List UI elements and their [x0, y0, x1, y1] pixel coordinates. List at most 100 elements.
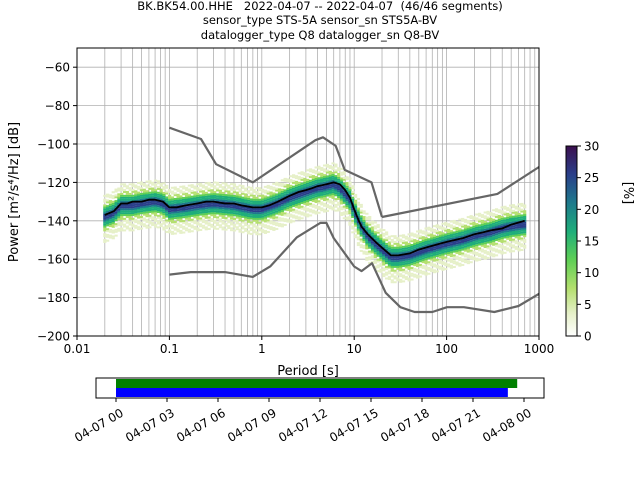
density-cell	[424, 258, 428, 261]
density-cell	[447, 253, 451, 256]
density-cell	[266, 209, 270, 212]
density-cell	[444, 246, 448, 249]
density-cell	[303, 195, 307, 198]
density-cell	[190, 186, 194, 189]
density-cell	[300, 188, 304, 191]
density-cell	[258, 187, 262, 190]
density-cell	[328, 170, 332, 173]
density-cell	[523, 246, 527, 249]
density-cell	[320, 174, 324, 177]
density-cell	[258, 204, 262, 207]
density-cell	[207, 183, 211, 186]
density-cell	[176, 230, 180, 233]
density-cell	[517, 243, 521, 246]
density-cell	[508, 248, 513, 251]
density-cell	[466, 242, 470, 245]
density-cell	[263, 212, 268, 215]
density-cell	[266, 207, 270, 210]
density-cell	[148, 203, 152, 206]
density-cell	[297, 187, 301, 190]
density-cell	[472, 241, 476, 244]
density-cell	[399, 246, 403, 249]
density-cell	[131, 198, 135, 201]
density-cell	[438, 233, 442, 236]
density-cell	[210, 202, 214, 205]
density-cell	[342, 199, 346, 202]
density-cell	[325, 175, 330, 178]
density-cell	[368, 229, 372, 232]
density-cell	[269, 187, 273, 190]
density-cell	[458, 249, 462, 252]
density-cell	[238, 215, 242, 218]
density-cell	[466, 229, 470, 232]
density-cell	[376, 237, 380, 240]
density-cell	[345, 210, 349, 213]
density-cell	[201, 203, 206, 206]
density-cell	[483, 221, 487, 224]
density-cell	[399, 238, 403, 241]
density-cell	[111, 229, 115, 232]
density-cell	[387, 276, 392, 279]
density-cell	[494, 235, 499, 238]
density-cell	[359, 240, 363, 243]
density-cell	[365, 237, 369, 240]
density-cell	[266, 213, 270, 216]
density-cell	[306, 169, 310, 172]
density-cell	[441, 240, 445, 243]
density-cell	[520, 225, 524, 228]
density-cell	[486, 212, 490, 215]
density-cell	[314, 197, 318, 200]
density-cell	[449, 243, 454, 246]
density-cell	[421, 230, 425, 233]
density-cell	[277, 203, 282, 206]
density-cell	[297, 206, 301, 209]
density-cell	[444, 244, 448, 247]
density-cell	[170, 213, 175, 216]
density-cell	[523, 244, 527, 247]
density-cell	[297, 183, 301, 186]
density-cell	[356, 213, 361, 216]
density-cell	[500, 215, 504, 218]
density-cell	[368, 258, 372, 261]
density-cell	[179, 201, 183, 204]
density-cell	[196, 221, 200, 224]
density-cell	[261, 200, 265, 203]
density-cell	[390, 239, 394, 241]
density-cell	[297, 204, 301, 207]
density-cell	[390, 275, 394, 278]
density-cell	[306, 207, 310, 210]
density-cell	[232, 223, 237, 226]
density-cell	[503, 236, 507, 239]
density-cell	[458, 224, 462, 227]
density-cell	[179, 210, 183, 213]
density-cell	[325, 204, 330, 207]
density-cell	[452, 262, 456, 265]
density-cell	[207, 224, 211, 227]
density-cell	[246, 224, 251, 227]
density-cell	[424, 265, 428, 268]
density-cell	[106, 239, 110, 242]
density-cell	[204, 205, 208, 208]
density-cell	[441, 228, 445, 231]
density-cell	[365, 228, 369, 231]
density-cell	[213, 181, 217, 184]
density-cell	[418, 254, 423, 257]
density-cell	[354, 220, 358, 223]
density-cell	[449, 255, 454, 258]
density-cell	[339, 167, 344, 170]
density-cell	[373, 265, 377, 268]
density-cell	[382, 261, 386, 264]
density-cell	[365, 247, 369, 250]
density-cell	[148, 187, 152, 190]
density-cell	[348, 210, 352, 213]
density-cell	[506, 214, 510, 217]
density-cell	[145, 184, 149, 187]
density-cell	[184, 213, 189, 216]
density-cell	[103, 212, 107, 215]
density-cell	[390, 273, 394, 276]
density-cell	[128, 217, 132, 220]
density-cell	[300, 201, 304, 204]
density-cell	[399, 280, 403, 283]
density-cell	[320, 188, 324, 191]
density-cell	[114, 228, 118, 231]
